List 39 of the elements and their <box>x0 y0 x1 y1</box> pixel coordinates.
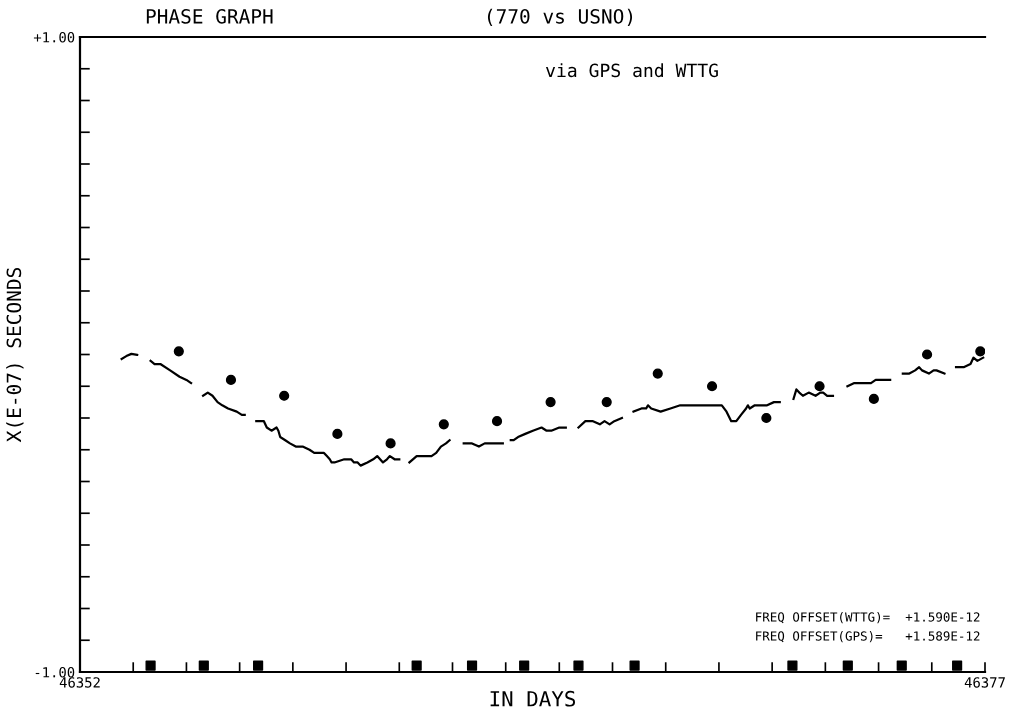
point <box>466 660 478 671</box>
chart-subtitle: (770 vs USNO) <box>487 8 633 26</box>
point <box>519 660 530 671</box>
point <box>601 397 612 408</box>
point <box>975 346 985 357</box>
y-tick-label: +1.00 <box>33 32 75 43</box>
point <box>411 660 422 671</box>
point <box>145 660 156 671</box>
point <box>279 390 290 401</box>
annotation: via GPS and WTTG <box>545 63 718 78</box>
point <box>896 660 907 671</box>
point <box>438 419 449 430</box>
point <box>761 412 772 424</box>
x-tick-label: 46352 <box>59 677 100 688</box>
point <box>573 660 584 671</box>
point <box>652 368 663 379</box>
point <box>787 660 798 671</box>
x-tick-label: 46377 <box>964 677 1005 688</box>
point <box>706 381 718 392</box>
y-tick-label: -1.00 <box>35 667 75 678</box>
point <box>814 381 825 392</box>
y-axis-title: X(E-07) SECONDS <box>6 267 24 443</box>
point <box>868 393 879 405</box>
point <box>491 416 503 427</box>
point <box>921 349 933 360</box>
point <box>253 660 264 671</box>
annotation: FREQ OFFSET(GPS)= +1.589E-12 <box>756 631 980 643</box>
point <box>545 397 556 408</box>
point <box>225 374 237 385</box>
point <box>629 660 640 671</box>
annotation: FREQ OFFSET(WTTG)= +1.590E-12 <box>756 612 980 624</box>
chart-title: PHASE GRAPH <box>146 8 273 24</box>
point <box>332 428 343 439</box>
point <box>173 346 184 357</box>
point <box>385 438 396 449</box>
x-axis-title: IN DAYS <box>490 690 576 707</box>
point <box>952 660 963 671</box>
point <box>198 660 209 671</box>
point <box>842 660 853 671</box>
